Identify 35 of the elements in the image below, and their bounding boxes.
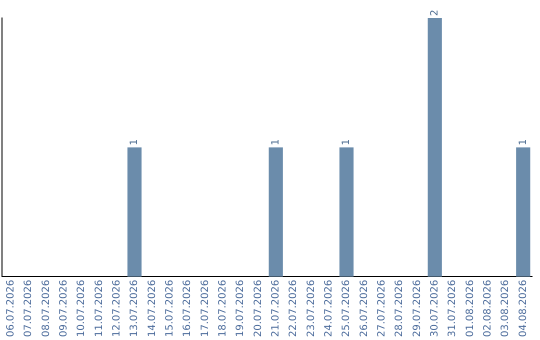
x-tick-label: 27.07.2026 xyxy=(376,280,388,338)
x-tick-label: 10.07.2026 xyxy=(76,280,88,338)
x-tick-label: 18.07.2026 xyxy=(217,280,228,338)
x-tick-label: 19.07.2026 xyxy=(235,280,246,338)
x-tick-label: 31.07.2026 xyxy=(447,280,458,338)
x-tick-label: 12.07.2026 xyxy=(111,280,122,338)
x-tick-label: 06.07.2026 xyxy=(5,280,16,338)
data-label: 2 xyxy=(429,10,440,16)
x-tick-label: 03.08.2026 xyxy=(500,280,512,338)
x-tick-label: 01.08.2026 xyxy=(464,280,476,338)
data-label: 1 xyxy=(518,138,529,146)
x-tick-label: 15.07.2026 xyxy=(164,280,176,338)
x-tick-label: 16.07.2026 xyxy=(182,280,194,338)
x-tick-label: 13.07.2026 xyxy=(129,280,140,338)
data-label: 1 xyxy=(341,138,352,146)
x-tick-label: 02.08.2026 xyxy=(482,280,494,338)
x-tick-label: 07.07.2026 xyxy=(23,280,34,338)
x-tick-label: 08.07.2026 xyxy=(40,280,52,338)
data-label: 1 xyxy=(129,138,140,146)
x-tick-label: 11.07.2026 xyxy=(94,280,105,338)
x-tick-label: 29.07.2026 xyxy=(412,280,423,338)
x-tick-label: 30.07.2026 xyxy=(429,280,440,338)
x-tick-label: 09.07.2026 xyxy=(58,280,70,338)
x-tick-label: 17.07.2026 xyxy=(200,280,211,338)
x-tick-label: 25.07.2026 xyxy=(341,280,352,338)
x-tick-label: 26.07.2026 xyxy=(358,280,370,338)
x-tick-label: 14.07.2026 xyxy=(146,280,158,338)
data-label: 1 xyxy=(270,138,282,146)
x-tick-label: 21.07.2026 xyxy=(270,280,282,338)
x-tick-label: 22.07.2026 xyxy=(288,280,300,338)
x-tick-label: 28.07.2026 xyxy=(394,280,406,338)
x-tick-label: 04.08.2026 xyxy=(518,280,529,338)
x-tick-label: 23.07.2026 xyxy=(306,280,317,338)
x-tick-label: 20.07.2026 xyxy=(252,280,264,338)
x-tick-label: 24.07.2026 xyxy=(323,280,334,338)
